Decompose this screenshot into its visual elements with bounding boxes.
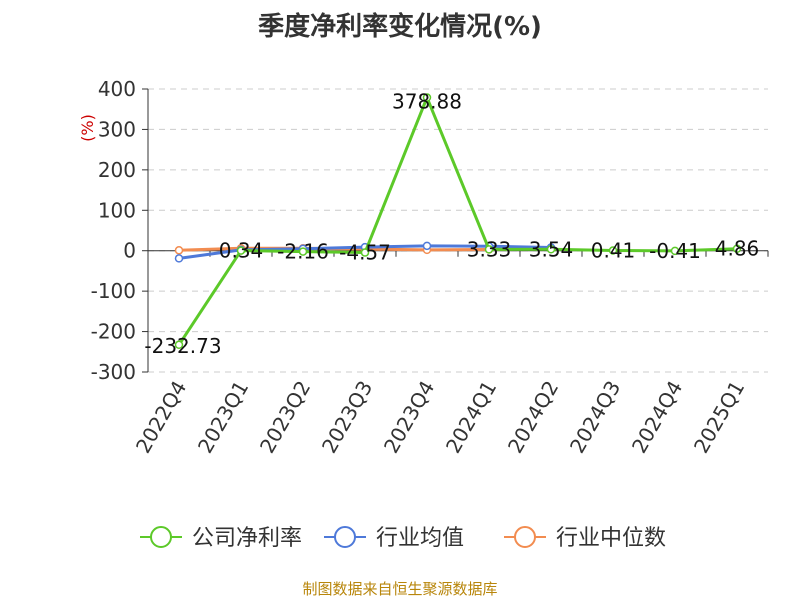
legend-label: 行业中位数 — [556, 526, 666, 551]
data-label: 0.41 — [591, 239, 636, 263]
data-point — [670, 246, 680, 256]
data-label: 378.88 — [392, 90, 462, 114]
data-point — [484, 245, 494, 254]
x-tick-label: 2023Q2 — [255, 377, 315, 458]
data-point — [422, 241, 432, 251]
x-tick-label: 2024Q1 — [441, 377, 501, 458]
data-point — [608, 246, 618, 255]
legend-label: 行业均值 — [376, 526, 464, 551]
data-point — [174, 246, 184, 255]
data-label: 3.33 — [467, 237, 512, 261]
x-tick-label: 2022Q4 — [131, 377, 191, 458]
data-label: -232.73 — [144, 334, 221, 358]
data-label: 3.54 — [529, 237, 574, 261]
x-tick-label: 2023Q4 — [379, 377, 439, 458]
data-point — [174, 340, 184, 350]
data-point — [236, 246, 246, 255]
y-tick-label: 100 — [98, 198, 136, 222]
data-point — [422, 93, 432, 102]
legend-swatch-marker — [514, 526, 536, 548]
data-label: -2.16 — [277, 240, 329, 264]
legend-swatch-marker — [334, 526, 356, 548]
data-label: -0.41 — [649, 239, 701, 263]
legend-label: 公司净利率 — [192, 526, 302, 551]
y-tick-label: 200 — [98, 158, 136, 182]
x-tick-label: 2023Q3 — [317, 377, 377, 458]
data-point — [360, 248, 370, 257]
y-tick-label: -100 — [91, 279, 136, 303]
x-tick-label: 2024Q3 — [565, 377, 625, 458]
data-label: -4.57 — [339, 241, 391, 265]
data-source-note: 制图数据来自恒生聚源数据库 — [302, 580, 498, 598]
x-tick-label: 2025Q1 — [689, 377, 749, 458]
x-tick-label: 2023Q1 — [193, 377, 253, 458]
chart-title: 季度净利率变化情况(%) — [258, 12, 542, 42]
y-axis-label: (%) — [78, 114, 97, 142]
x-tick-label: 2024Q4 — [627, 377, 687, 458]
data-point — [174, 254, 184, 263]
legend-swatch-marker — [150, 526, 172, 548]
y-tick-label: -200 — [91, 320, 136, 344]
data-label: 4.86 — [715, 237, 760, 261]
y-tick-label: 400 — [98, 77, 136, 101]
series-line — [177, 96, 738, 346]
y-tick-label: -300 — [91, 360, 136, 384]
x-tick-label: 2024Q2 — [503, 377, 563, 458]
y-tick-label: 300 — [98, 117, 136, 141]
data-point — [732, 244, 742, 253]
data-point — [546, 245, 556, 254]
data-point — [298, 247, 308, 256]
y-tick-label: 0 — [123, 239, 136, 263]
data-label: 0.34 — [219, 239, 264, 263]
